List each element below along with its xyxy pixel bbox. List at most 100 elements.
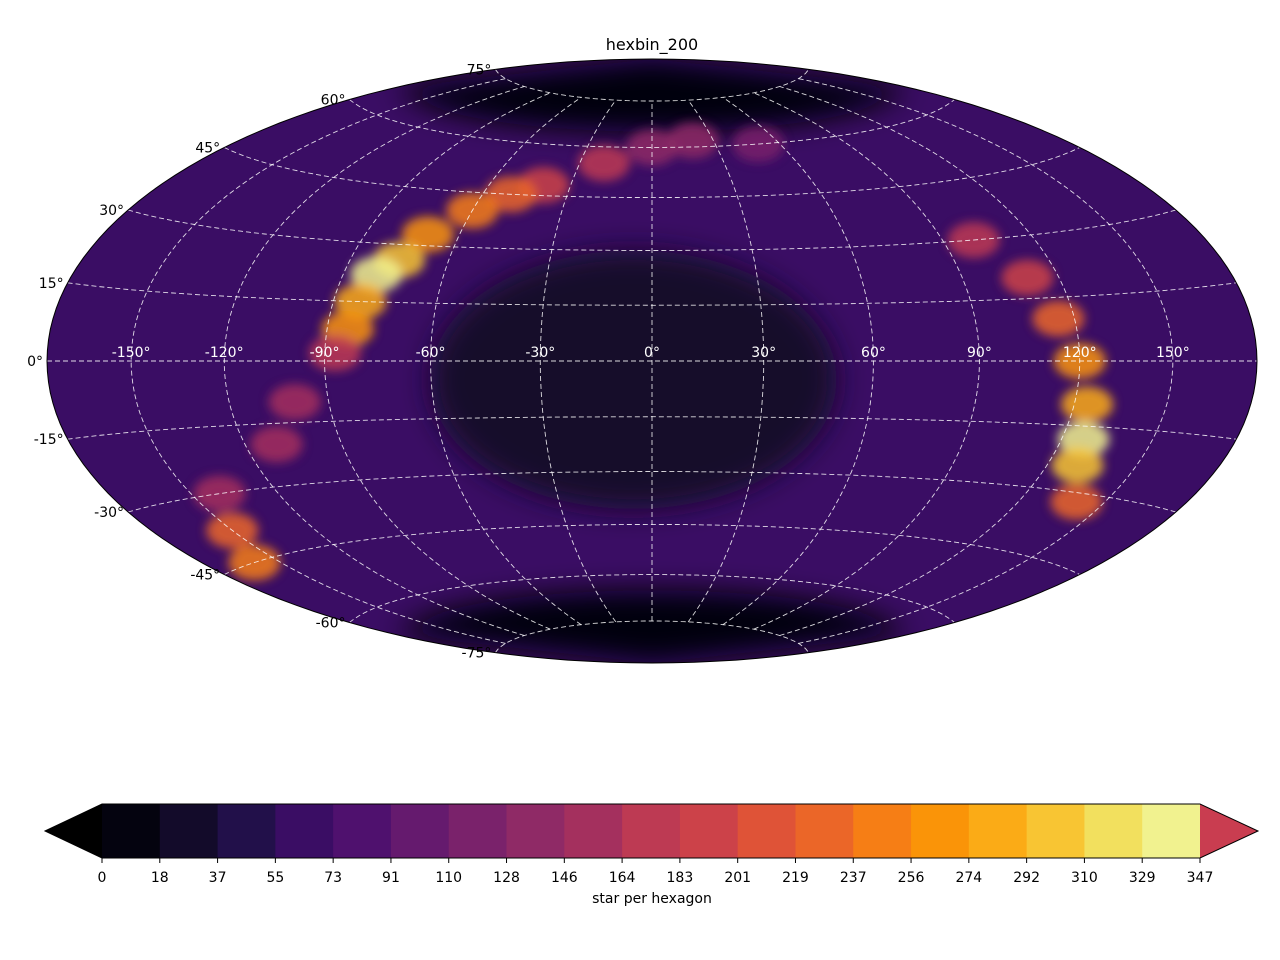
colorbar: 0 18 37 55 73 91 110 128 146 164 183 201 219 237 256 27… <box>43 803 1260 886</box>
density-north-cap <box>396 59 908 132</box>
latitude-tick-label: 15° <box>39 276 64 292</box>
colorbar-segment <box>448 804 508 858</box>
colorbar-segment <box>390 804 450 858</box>
colorbar-segment <box>679 804 739 858</box>
meridian-line <box>753 92 980 630</box>
colorbar-segment <box>333 804 392 858</box>
latitude-tick-label: -45° <box>190 568 220 584</box>
longitude-tick-label: 90° <box>967 345 992 361</box>
colorbar-segment <box>737 804 796 858</box>
colorbar-segment <box>622 804 681 858</box>
colorbar-segment <box>853 804 912 858</box>
latitude-tick-label: 30° <box>99 203 124 219</box>
latitude-tick-label: -15° <box>34 432 64 448</box>
colorbar-tick-label: 73 <box>324 870 342 886</box>
density-arc-north-west <box>350 256 403 293</box>
colorbar-tick-label: 0 <box>98 870 107 886</box>
longitude-tick-label: 150° <box>1156 345 1190 361</box>
density-arc-south-west <box>193 475 246 512</box>
colorbar-tick-label: 183 <box>667 870 694 886</box>
longitude-tick-label: 30° <box>751 345 776 361</box>
latitude-tick-label: -75° <box>462 646 492 662</box>
colorbar-tick-label: 256 <box>898 870 925 886</box>
colorbar-over-extension <box>1200 804 1258 858</box>
parallel-line <box>224 147 1080 199</box>
meridian-line <box>324 92 551 630</box>
colorbar-segment <box>159 804 219 858</box>
longitude-tick-label: -120° <box>205 345 244 361</box>
density-south-cap <box>396 590 908 663</box>
density-arc-north-west <box>401 216 454 253</box>
density-arc-north-east <box>732 126 785 163</box>
graticule <box>47 69 1257 653</box>
colorbar-segment <box>1142 804 1201 858</box>
colorbar-tick-label: 219 <box>782 870 809 886</box>
colorbar-tick-label: 274 <box>955 870 982 886</box>
meridian-line <box>798 78 1174 644</box>
longitude-tick-label: -30° <box>525 345 555 361</box>
density-arc-east <box>1001 259 1054 296</box>
longitude-tick-label: -90° <box>310 345 340 361</box>
colorbar-tick-label: 110 <box>435 870 462 886</box>
colorbar-segment <box>795 804 854 858</box>
colorbar-tick-label: 164 <box>609 870 636 886</box>
colorbar-segment <box>1084 804 1143 858</box>
meridian-line <box>430 96 582 626</box>
density-arc-east <box>1051 447 1104 484</box>
density-arc-north-west <box>309 334 362 371</box>
colorbar-tick-label: 146 <box>551 870 578 886</box>
longitude-tick-labels: -150° -120° -90° -60° -30° 0° 30° 60° 90° 120° 150… <box>112 345 1190 361</box>
colorbar-segment <box>275 804 334 858</box>
longitude-tick-label: 0° <box>644 345 660 361</box>
latitude-tick-label: 0° <box>27 354 43 370</box>
colorbar-tick-label: 201 <box>724 870 751 886</box>
colorbar-tick-label: 37 <box>209 870 227 886</box>
colorbar-segment <box>968 804 1028 858</box>
latitude-tick-label: 75° <box>467 62 492 78</box>
colorbar-tick-label: 18 <box>151 870 169 886</box>
latitude-tick-label: 45° <box>195 140 220 156</box>
density-arc-north-east <box>577 145 630 182</box>
map-outline <box>46 58 1258 664</box>
sky-map <box>46 58 1258 664</box>
density-arc-east <box>1061 386 1114 423</box>
chart-title: hexbin_200 <box>606 35 698 55</box>
colorbar-tick-label: 329 <box>1129 870 1156 886</box>
meridian-line <box>722 96 874 626</box>
colorbar-tick-label: 310 <box>1071 870 1098 886</box>
colorbar-segment <box>102 804 161 858</box>
latitude-tick-label: 60° <box>321 92 346 108</box>
colorbar-tick-label: 91 <box>382 870 400 886</box>
colorbar-tick-label: 55 <box>266 870 284 886</box>
density-arc-east <box>1050 483 1103 520</box>
colorbar-under-extension <box>45 804 102 858</box>
meridian-line <box>223 86 525 636</box>
density-arc-north-east <box>666 122 719 159</box>
meridian-line <box>130 78 506 644</box>
density-arc-east <box>1032 300 1085 337</box>
latitude-tick-label: -60° <box>316 616 346 632</box>
meridian-line <box>687 99 765 623</box>
longitude-tick-label: 120° <box>1063 345 1097 361</box>
latitude-tick-labels: 75° 60° 45° 30° 15° 0° -15° -30° -45° -60° -75° <box>27 62 491 661</box>
longitude-tick-label: -150° <box>112 345 151 361</box>
colorbar-segment <box>911 804 970 858</box>
colorbar-segment <box>506 804 565 858</box>
density-arc-south-west <box>268 384 321 421</box>
longitude-tick-label: 60° <box>861 345 886 361</box>
colorbar-tick-label: 292 <box>1013 870 1040 886</box>
colorbar-tick-label: 347 <box>1187 870 1214 886</box>
longitude-tick-label: -60° <box>416 345 446 361</box>
colorbar-tick-label: 128 <box>493 870 520 886</box>
colorbar-segment <box>1026 804 1085 858</box>
meridian-line <box>539 99 617 623</box>
density-arc-south-west <box>250 426 303 463</box>
meridian-line <box>779 86 1081 636</box>
latitude-tick-label: -30° <box>94 505 124 521</box>
colorbar-segment <box>564 804 623 858</box>
colorbar-tick-label: 237 <box>840 870 867 886</box>
density-arc-north-west <box>334 283 387 320</box>
colorbar-label: star per hexagon <box>592 891 712 907</box>
colorbar-segment <box>217 804 276 858</box>
